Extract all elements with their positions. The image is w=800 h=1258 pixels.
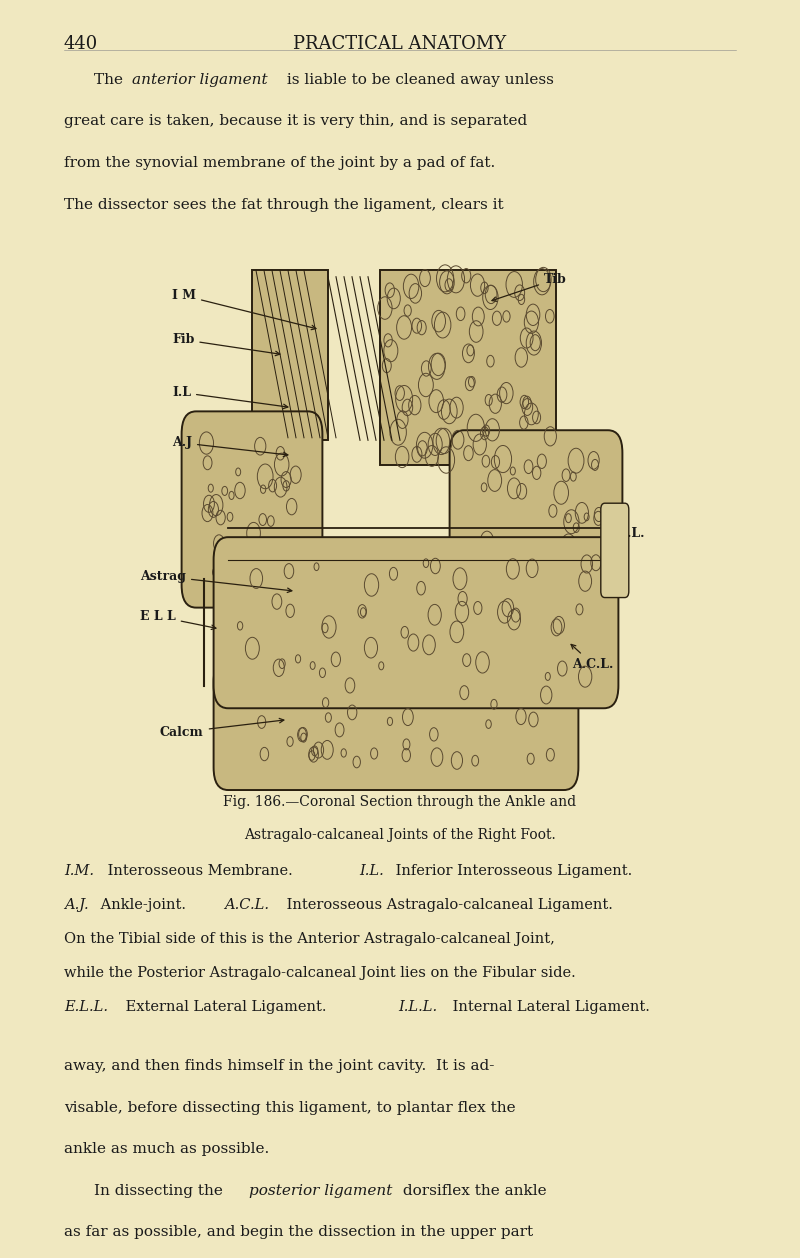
Text: I.L.L.: I.L.L. (398, 1000, 437, 1014)
Text: A.J: A.J (172, 437, 288, 457)
Text: Astrag: Astrag (140, 570, 292, 593)
Bar (380, 270, 556, 465)
Text: anterior ligament: anterior ligament (132, 73, 268, 87)
Text: A.C.L.: A.C.L. (224, 898, 269, 912)
Text: A.J.: A.J. (64, 898, 89, 912)
Text: away, and then finds himself in the joint cavity.  It is ad-: away, and then finds himself in the join… (64, 1059, 494, 1073)
Text: while the Posterior Astragalo-calcaneal Joint lies on the Fibular side.: while the Posterior Astragalo-calcaneal … (64, 966, 576, 980)
Text: A.C.L.: A.C.L. (571, 644, 614, 671)
Text: I.M.: I.M. (64, 864, 94, 878)
Text: E L L: E L L (140, 610, 216, 629)
Text: I.L.: I.L. (359, 864, 384, 878)
Text: Interosseous Membrane.: Interosseous Membrane. (102, 864, 302, 878)
FancyBboxPatch shape (450, 430, 622, 582)
Text: as far as possible, and begin the dissection in the upper part: as far as possible, and begin the dissec… (64, 1225, 533, 1239)
Text: The dissector sees the fat through the ligament, clears it: The dissector sees the fat through the l… (64, 198, 504, 211)
Text: visable, before dissecting this ligament, to plantar flex the: visable, before dissecting this ligament… (64, 1101, 516, 1115)
Text: Ankle-joint.: Ankle-joint. (96, 898, 195, 912)
Text: is liable to be cleaned away unless: is liable to be cleaned away unless (282, 73, 554, 87)
Text: Interosseous Astragalo-calcaneal Ligament.: Interosseous Astragalo-calcaneal Ligamen… (282, 898, 613, 912)
Text: Inferior Interosseous Ligament.: Inferior Interosseous Ligament. (391, 864, 633, 878)
Text: The: The (94, 73, 128, 87)
Text: In dissecting the: In dissecting the (94, 1184, 228, 1198)
Text: from the synovial membrane of the joint by a pad of fat.: from the synovial membrane of the joint … (64, 156, 495, 170)
Text: great care is taken, because it is very thin, and is separated: great care is taken, because it is very … (64, 114, 527, 128)
Text: dorsiflex the ankle: dorsiflex the ankle (398, 1184, 547, 1198)
Text: External Lateral Ligament.: External Lateral Ligament. (121, 1000, 335, 1014)
Text: E.L.L.: E.L.L. (64, 1000, 108, 1014)
Text: Calcm: Calcm (160, 718, 284, 738)
Bar (252, 270, 328, 440)
Text: On the Tibial side of this is the Anterior Astragalo-calcaneal Joint,: On the Tibial side of this is the Anteri… (64, 932, 555, 946)
Text: posterior ligament: posterior ligament (249, 1184, 392, 1198)
Text: PRACTICAL ANATOMY: PRACTICAL ANATOMY (294, 35, 506, 53)
Text: Internal Lateral Ligament.: Internal Lateral Ligament. (448, 1000, 650, 1014)
FancyBboxPatch shape (214, 659, 578, 790)
Text: Fig. 186.—Coronal Section through the Ankle and: Fig. 186.—Coronal Section through the An… (223, 795, 577, 809)
FancyBboxPatch shape (601, 503, 629, 598)
FancyBboxPatch shape (214, 537, 618, 708)
Text: I M: I M (172, 289, 316, 330)
Text: I.L.L.: I.L.L. (608, 527, 645, 545)
Text: Astragalo-calcaneal Joints of the Right Foot.: Astragalo-calcaneal Joints of the Right … (244, 828, 556, 842)
Text: 440: 440 (64, 35, 98, 53)
Text: I.L: I.L (172, 386, 288, 409)
Text: ankle as much as possible.: ankle as much as possible. (64, 1142, 270, 1156)
Text: Fib: Fib (172, 333, 280, 356)
FancyBboxPatch shape (182, 411, 322, 608)
Text: Tib: Tib (492, 273, 566, 301)
